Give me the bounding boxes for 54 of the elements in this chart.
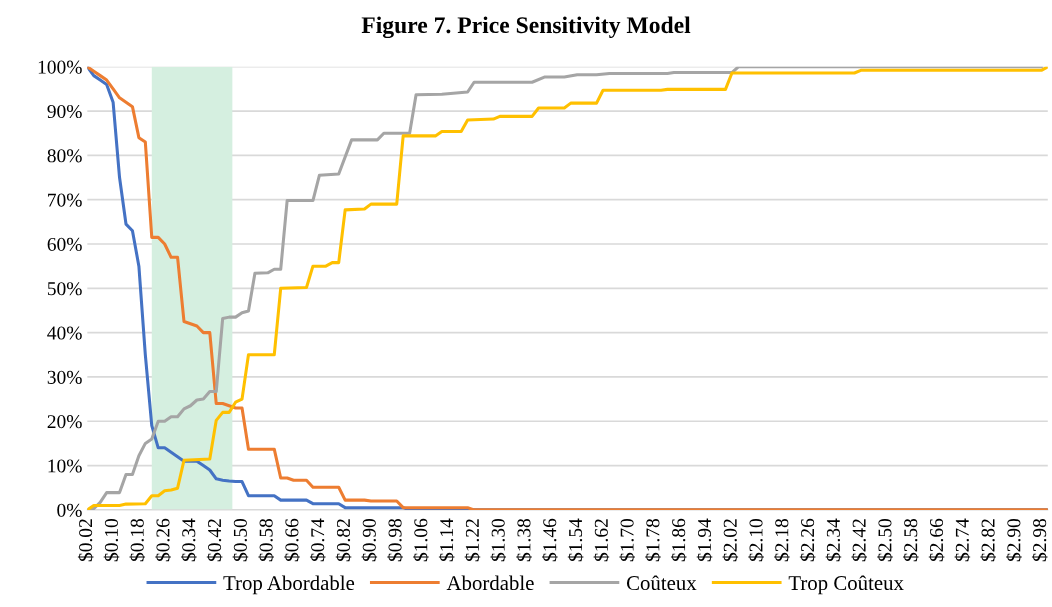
x-tick-label: $0.18 (129, 518, 146, 562)
y-tick-label: 20% (47, 415, 82, 429)
x-tick-label: $2.26 (799, 518, 816, 562)
x-tick-label: $2.50 (877, 518, 893, 562)
y-tick-label: 50% (47, 282, 82, 296)
x-tick-label: $1.86 (670, 518, 687, 562)
x-tick-label: $0.34 (181, 518, 197, 562)
y-tick-label: 30% (47, 370, 82, 384)
legend-label: Coûteux (626, 575, 697, 591)
x-tick-label: $2.74 (954, 518, 971, 562)
x-tick-label: $1.78 (645, 518, 661, 562)
x-tick-label: $1.94 (696, 518, 713, 562)
x-tick-label: $1.46 (542, 518, 558, 562)
x-tick-label: $2.42 (851, 519, 868, 562)
x-tick-label: $0.50 (232, 518, 249, 562)
x-tick-label: $1.54 (567, 518, 584, 562)
x-tick-label: $1.06 (413, 518, 429, 562)
x-tick-label: $0.42 (206, 519, 223, 562)
legend-label: Trop Coûteux (788, 575, 904, 595)
chart-title: Figure 7. Price Sensitivity Model (361, 16, 691, 39)
x-tick-label: $0.10 (103, 518, 120, 562)
x-tick-label: $2.82 (980, 519, 996, 562)
x-tick-label: $1.38 (516, 518, 532, 562)
x-tick-label: $2.10 (748, 518, 764, 562)
x-tick-label: $1.14 (438, 518, 455, 562)
x-tick-label: $2.98 (1031, 518, 1048, 562)
legend-label: Abordable (446, 575, 534, 591)
y-tick-label: 70% (48, 193, 82, 207)
x-tick-label: $0.74 (309, 518, 326, 562)
x-tick-label: $0.26 (155, 518, 171, 562)
x-tick-label: $1.30 (490, 518, 507, 562)
x-tick-label: $0.02 (77, 519, 94, 562)
legend-label: Trop Abordable (223, 575, 355, 595)
y-tick-label: 100% (38, 60, 82, 74)
x-tick-label: $0.98 (387, 518, 403, 562)
x-tick-label: $2.18 (774, 518, 790, 562)
y-tick-label: 40% (47, 326, 82, 340)
y-tick-label: 90% (47, 104, 82, 119)
x-tick-label: $0.66 (284, 518, 300, 562)
y-tick-label: 80% (47, 149, 82, 163)
y-tick-label: 10% (48, 459, 82, 473)
x-tick-label: $2.34 (825, 518, 842, 562)
x-tick-label: $0.90 (361, 518, 378, 562)
y-tick-label: 60% (47, 237, 82, 252)
x-tick-label: $1.62 (593, 519, 610, 562)
x-tick-label: $1.22 (464, 519, 481, 562)
y-tick-label: 0% (57, 503, 82, 517)
x-tick-label: $2.02 (722, 519, 739, 562)
x-tick-label: $2.90 (1006, 518, 1022, 562)
x-tick-label: $1.70 (619, 518, 635, 562)
x-tick-label: $0.82 (335, 519, 352, 562)
x-tick-label: $2.58 (903, 518, 919, 562)
x-tick-label: $0.58 (258, 518, 274, 562)
x-tick-label: $2.66 (928, 518, 945, 562)
